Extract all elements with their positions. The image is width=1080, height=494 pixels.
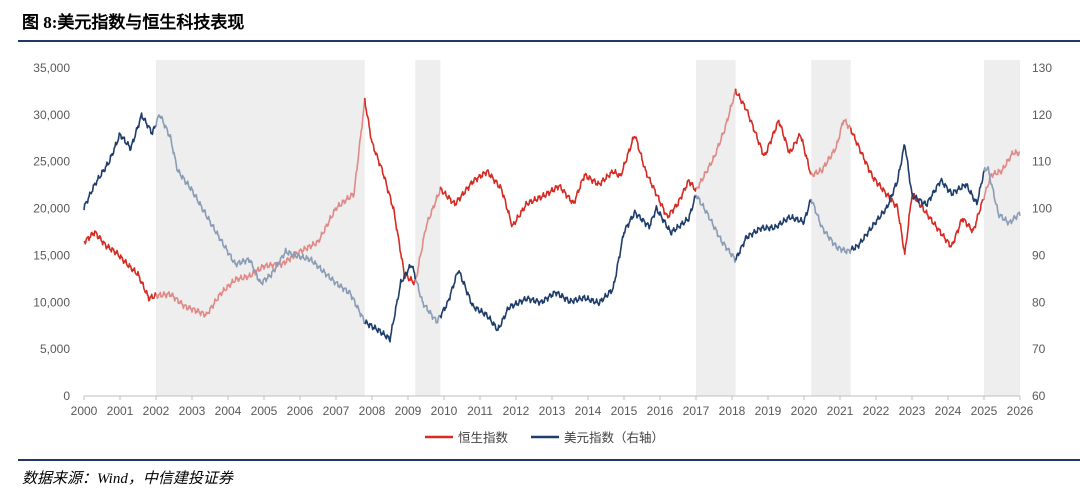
series-line-usd-segment-6 (734, 198, 812, 261)
x-tick-label: 2019 (755, 404, 782, 418)
y-right-tick-label: 90 (1032, 248, 1046, 262)
x-tick-label: 2007 (323, 404, 350, 418)
x-tick-label: 2005 (251, 404, 278, 418)
x-axis-ticks: 2000 2001 2002 2003 2004 2005 2006 2007 2008 2009… (71, 396, 1034, 418)
figure-title: 图 8:美元指数与恒生科技表现 (22, 13, 245, 32)
series-line-hstech-segment-5 (695, 88, 737, 189)
series-line-hstech-segment-4 (439, 136, 697, 228)
x-tick-label: 2023 (899, 404, 926, 418)
y-right-tick-label: 80 (1032, 295, 1046, 309)
x-tick-label: 2009 (395, 404, 422, 418)
x-tick-label: 2011 (467, 404, 493, 418)
x-tick-label: 2012 (503, 404, 530, 418)
x-tick-label: 2024 (935, 404, 962, 418)
y-right-tick-label: 60 (1032, 389, 1046, 403)
x-tick-label: 2015 (611, 404, 638, 418)
x-tick-label: 2026 (1007, 404, 1034, 418)
x-tick-label: 2025 (971, 404, 998, 418)
shaded-period-1 (415, 60, 441, 396)
shaded-period-0 (156, 60, 365, 396)
x-tick-label: 2013 (539, 404, 566, 418)
series-line-hstech-segment-6 (734, 88, 812, 175)
series-line-usd-segment-5 (695, 194, 737, 264)
legend-label-usd: 美元指数（右轴） (564, 430, 664, 445)
series-line-hstech-segment-3 (414, 186, 442, 283)
x-tick-label: 2003 (179, 404, 206, 418)
y-right-tick-label: 130 (1032, 61, 1052, 75)
x-tick-label: 2021 (827, 404, 854, 418)
x-tick-label: 2001 (107, 404, 134, 418)
x-tick-label: 2006 (287, 404, 314, 418)
y-left-axis-ticks: 0 5,000 10,000 15,000 20,000 25,000 30,000 35,0… (33, 61, 70, 403)
x-tick-label: 2010 (431, 404, 458, 418)
x-tick-label: 2004 (215, 404, 242, 418)
y-right-tick-label: 110 (1032, 155, 1051, 169)
series-line-usd-segment-0 (83, 112, 157, 211)
footer-rule (18, 459, 1080, 461)
y-left-tick-label: 0 (63, 389, 70, 403)
series-line-usd-segment-8 (850, 144, 985, 251)
x-tick-label: 2022 (863, 404, 890, 418)
legend-label-hstech: 恒生指数 (458, 430, 509, 445)
y-left-tick-label: 35,000 (33, 61, 70, 75)
y-left-tick-label: 5,000 (40, 342, 70, 356)
x-tick-label: 2000 (71, 404, 98, 418)
series-line-hstech-segment-2 (364, 97, 416, 286)
y-left-tick-label: 10,000 (33, 295, 70, 309)
x-tick-label: 2002 (143, 404, 170, 418)
x-tick-label: 2016 (647, 404, 674, 418)
series-line-hstech-segment-7 (810, 118, 852, 178)
series-line-usd-segment-9 (983, 166, 1021, 226)
shaded-periods (156, 60, 1020, 396)
x-tick-label: 2014 (575, 404, 602, 418)
series-line-hstech-segment-8 (850, 127, 985, 255)
shaded-period-3 (811, 60, 851, 396)
title-rule (18, 40, 1080, 42)
y-right-tick-label: 100 (1032, 202, 1052, 216)
series-line-usd-segment-7 (810, 198, 852, 255)
series-line-usd-segment-2 (364, 263, 416, 343)
series-line-hstech-segment-0 (83, 230, 157, 302)
x-tick-label: 2008 (359, 404, 386, 418)
y-right-tick-label: 120 (1032, 108, 1052, 122)
x-tick-label: 2020 (791, 404, 818, 418)
source-note: 数据来源：Wind，中信建投证券 (22, 471, 233, 487)
legend: 恒生指数 美元指数（右轴） (425, 430, 664, 445)
series-line-hstech-segment-1 (155, 97, 366, 318)
x-tick-label: 2018 (719, 404, 746, 418)
series-line-usd-segment-4 (439, 194, 697, 332)
y-left-tick-label: 25,000 (33, 155, 70, 169)
series-lines (83, 88, 1021, 343)
y-left-tick-label: 30,000 (33, 108, 70, 122)
series-line-usd-segment-3 (414, 279, 442, 324)
y-right-tick-label: 70 (1032, 342, 1046, 356)
x-tick-label: 2017 (683, 404, 710, 418)
y-left-tick-label: 15,000 (33, 248, 70, 262)
y-left-tick-label: 20,000 (33, 202, 70, 216)
shaded-period-4 (984, 60, 1020, 396)
y-right-axis-ticks: 60 70 80 90 100 110 120 130 (1032, 61, 1052, 403)
series-line-usd-segment-1 (155, 114, 366, 325)
